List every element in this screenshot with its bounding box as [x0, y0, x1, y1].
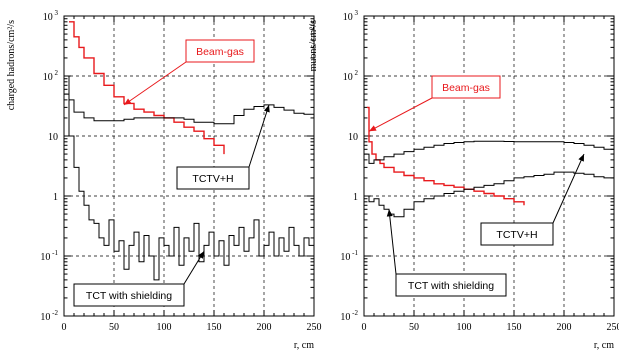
annotation-label: Beam-gas: [196, 46, 244, 58]
y-tick-label: 10: [48, 132, 58, 143]
annotation-arrow: [388, 209, 397, 275]
x-tick-label: 200: [557, 322, 572, 333]
arrowhead-icon: [263, 104, 270, 113]
series-tct-with-shielding: [364, 171, 615, 218]
annotation-tctv-h: TCTV+H: [176, 104, 270, 190]
series-tctv-h: [64, 75, 315, 125]
x-tick-label: 50: [409, 322, 419, 333]
y-tick-label: 1: [53, 192, 58, 203]
annotation-tct-with-shielding: TCT with shielding: [386, 209, 507, 297]
annotation-label: TCT with shielding: [86, 290, 172, 302]
annotation-box: [431, 75, 501, 99]
annotation-arrow: [368, 97, 433, 132]
series-beam-gas: [69, 21, 225, 155]
annotation-box: [395, 273, 507, 297]
x-tick-label: 100: [457, 322, 472, 333]
annotation-tct-with-shielding: TCT with shielding: [73, 250, 205, 307]
annotation-beam-gas: Beam-gas: [123, 39, 255, 106]
annotation-label: TCTV+H: [192, 173, 233, 185]
y-tick-label: 10: [348, 132, 358, 143]
panel-2: 0 50 100 150 200 250 10 -2 10 -1 1 10 10 2 10 3 r, c…: [308, 9, 619, 351]
annotation-arrow: [552, 153, 585, 224]
annotation-label: Beam-gas: [442, 82, 490, 94]
y-tick-label: 10 3: [343, 9, 359, 23]
y-axis-label: muons/cm²/s: [308, 20, 319, 71]
annotation-arrow: [123, 61, 187, 106]
x-axis-label: r, cm: [294, 340, 314, 351]
annotation-box: [73, 283, 185, 307]
y-tick-label: 10 -2: [340, 309, 358, 323]
y-tick-label: 10 2: [43, 69, 59, 83]
panel-1: 0 50 100 150 200 250 10 -2 10 -1 1 10 10 2 10 3 r, c…: [6, 9, 322, 351]
plot-frame: [63, 15, 315, 317]
annotation-box: [185, 39, 255, 63]
x-tick-label: 150: [507, 322, 522, 333]
x-axis-label: r, cm: [594, 340, 614, 351]
y-tick-label: 10 -2: [40, 309, 58, 323]
y-tick-label: 1: [353, 192, 358, 203]
y-tick-label: 10 3: [43, 9, 59, 23]
series-tct-with-shielding: [64, 93, 315, 281]
arrowhead-icon: [578, 154, 584, 162]
x-tick-label: 50: [109, 322, 119, 333]
arrowhead-icon: [124, 98, 132, 105]
annotation-tctv-h: TCTV+H: [480, 153, 585, 246]
annotation-box: [176, 166, 250, 190]
plot-frame: [363, 15, 615, 317]
annotation-box: [480, 222, 554, 246]
x-tick-label: 250: [307, 322, 322, 333]
x-tick-label: 200: [257, 322, 272, 333]
arrowhead-icon: [197, 251, 204, 259]
annotation-arrow: [248, 104, 270, 168]
y-axis-label: charged hadrons/cm²/s: [6, 20, 17, 110]
series-tctv-h: [364, 140, 615, 164]
annotation-label: TCT with shielding: [408, 280, 494, 292]
x-tick-label: 250: [607, 322, 619, 333]
annotation-beam-gas: Beam-gas: [368, 75, 501, 132]
x-tick-label: 0: [62, 322, 67, 333]
y-tick-label: 10 2: [343, 69, 359, 83]
y-tick-label: 10 -1: [340, 249, 358, 263]
arrowhead-icon: [369, 125, 377, 132]
x-tick-label: 0: [362, 322, 367, 333]
arrowhead-icon: [386, 209, 393, 217]
x-tick-label: 100: [157, 322, 172, 333]
y-tick-label: 10 -1: [40, 249, 58, 263]
x-tick-label: 150: [207, 322, 222, 333]
annotation-label: TCTV+H: [496, 229, 537, 241]
